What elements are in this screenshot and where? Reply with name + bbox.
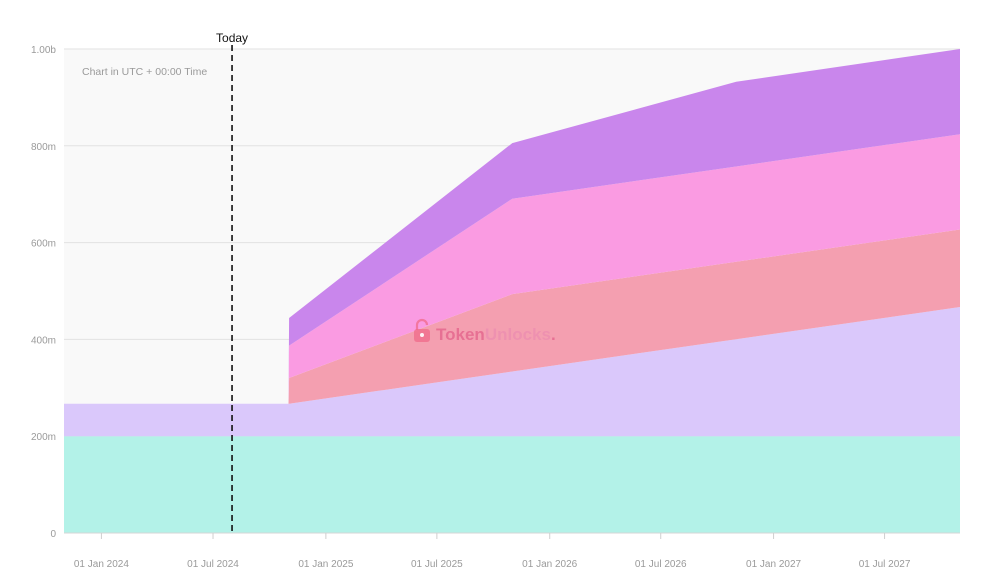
x-tick-label: 01 Jan 2025 xyxy=(298,559,353,570)
area-series-4 xyxy=(288,134,960,404)
area-series-2 xyxy=(64,307,960,437)
x-tick-label: 01 Jul 2024 xyxy=(187,559,239,570)
watermark-unlocks: Unlocks xyxy=(485,325,551,344)
today-label: Today xyxy=(216,31,248,45)
stacked-areas xyxy=(64,49,960,533)
x-tick-label: 01 Jan 2026 xyxy=(522,559,577,570)
x-tick-label: 01 Jan 2024 xyxy=(74,559,129,570)
y-tick-label: 400m xyxy=(31,335,56,346)
y-tick-label: 1.00b xyxy=(31,45,56,56)
y-axis-labels: 0 200m 400m 600m 800m 1.00b xyxy=(31,45,56,540)
y-tick-label: 800m xyxy=(31,142,56,153)
svg-text:TokenUnlocks.: TokenUnlocks. xyxy=(436,325,556,344)
timezone-note: Chart in UTC + 00:00 Time xyxy=(82,66,207,78)
x-tick-label: 01 Jul 2027 xyxy=(859,559,911,570)
x-tick-label: 01 Jul 2026 xyxy=(635,559,687,570)
watermark-dot: . xyxy=(551,325,556,344)
watermark-token: Token xyxy=(436,325,485,344)
today-marker: Today xyxy=(216,31,248,533)
watermark: TokenUnlocks. xyxy=(414,318,556,344)
area-series-1 xyxy=(64,436,960,533)
area-series-5 xyxy=(288,49,960,404)
x-axis: 01 Jan 2024 01 Jul 2024 01 Jan 2025 01 Jul … xyxy=(64,532,960,570)
area-series-3 xyxy=(288,229,960,404)
x-tick-label: 01 Jul 2025 xyxy=(411,559,463,570)
y-tick-label: 0 xyxy=(50,529,56,540)
y-tick-label: 200m xyxy=(31,432,56,443)
lock-icon xyxy=(414,318,430,342)
y-tick-label: 600m xyxy=(31,239,56,250)
x-tick-label: 01 Jan 2027 xyxy=(746,559,801,570)
